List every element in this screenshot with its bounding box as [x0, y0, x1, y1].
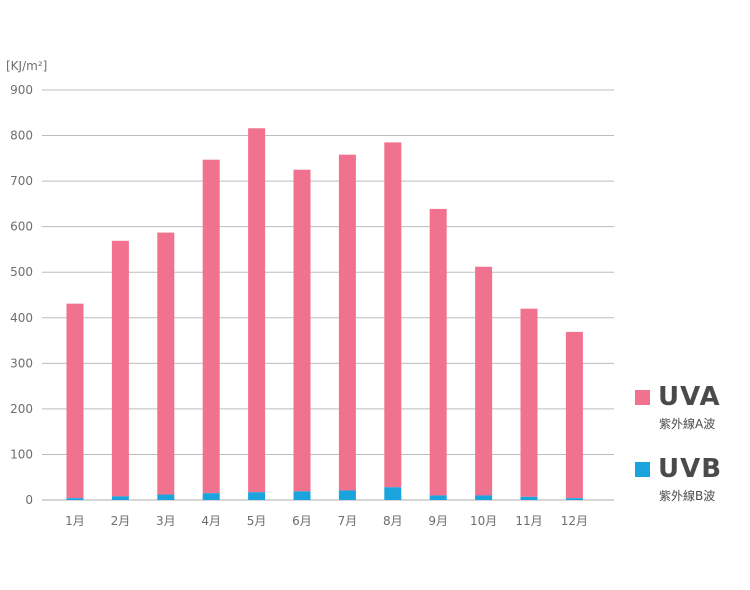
bar-uva — [384, 142, 402, 488]
y-tick-label: 800 — [10, 129, 33, 143]
bar-uva — [248, 128, 266, 493]
bar-uvb — [384, 487, 402, 500]
bar-uvb — [520, 496, 538, 500]
bar-uva — [66, 303, 84, 499]
y-tick-label: 700 — [10, 174, 33, 188]
bar-uvb — [338, 490, 356, 500]
y-tick-label: 100 — [10, 447, 33, 461]
y-axis-ticks: 0 100 200 300 400 500 600 700 800 900 — [10, 83, 33, 507]
bar-uvb — [565, 498, 583, 500]
x-tick-label: 2月 — [111, 514, 131, 528]
x-tick-label: 3月 — [156, 514, 176, 528]
x-axis-ticks: 1月 2月 3月 4月 5月 6月 7月 8月 9月 10月 11月 12月 — [65, 514, 588, 528]
bar-uva — [111, 240, 129, 497]
bar-uvb — [157, 494, 175, 500]
bar-uva — [202, 159, 220, 494]
y-tick-label: 900 — [10, 83, 33, 97]
bar-uvb — [111, 496, 129, 500]
bars — [66, 128, 583, 500]
bar-uvb — [248, 492, 266, 500]
bar-uvb — [475, 495, 493, 500]
y-tick-label: 400 — [10, 311, 33, 325]
bar-uvb — [429, 495, 447, 500]
bar-uva — [157, 232, 175, 495]
x-tick-label: 7月 — [338, 514, 358, 528]
x-tick-label: 4月 — [201, 514, 221, 528]
legend-swatch-uva — [635, 389, 650, 405]
x-tick-label: 9月 — [428, 514, 448, 528]
bar-uvb — [66, 498, 84, 500]
legend-label-uva: UVA — [658, 382, 721, 412]
y-tick-label: 600 — [10, 220, 33, 234]
bar-uva — [429, 208, 447, 496]
bar-uva — [338, 154, 356, 491]
x-tick-label: 8月 — [383, 514, 403, 528]
legend-item-uvb: UVB 紫外線B波 — [635, 455, 722, 504]
y-tick-label: 200 — [10, 402, 33, 416]
x-tick-label: 6月 — [292, 514, 312, 528]
y-tick-label: 0 — [25, 493, 33, 507]
x-tick-label: 5月 — [247, 514, 267, 528]
legend-sublabel-uvb: 紫外線B波 — [659, 489, 716, 503]
legend-swatch-uvb — [635, 461, 650, 477]
x-tick-label: 11月 — [515, 514, 542, 528]
y-axis-unit-label: [KJ/m²] — [6, 59, 47, 73]
x-tick-label: 12月 — [561, 514, 588, 528]
bar-uva — [565, 331, 583, 499]
bar-uva — [520, 308, 538, 497]
y-tick-label: 500 — [10, 265, 33, 279]
bar-uvb — [293, 491, 311, 500]
legend-item-uva: UVA 紫外線A波 — [635, 383, 721, 432]
x-tick-label: 10月 — [470, 514, 497, 528]
bar-uva — [293, 169, 311, 492]
gridlines — [42, 89, 614, 501]
x-tick-label: 1月 — [65, 514, 85, 528]
legend-label-uvb: UVB — [658, 454, 723, 484]
bar-uva — [475, 266, 493, 496]
bar-uvb — [202, 493, 220, 500]
legend-sublabel-uva: 紫外線A波 — [659, 417, 716, 431]
y-tick-label: 300 — [10, 356, 33, 370]
